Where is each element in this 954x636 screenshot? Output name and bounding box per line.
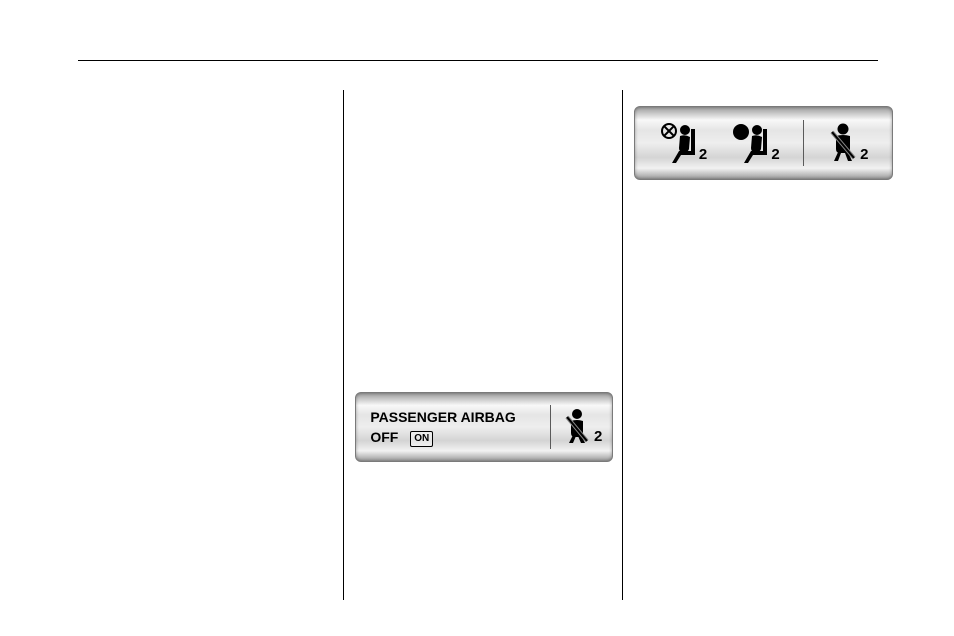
seatbelt-cell: 2 [827, 121, 868, 165]
airbag-off-sub: 2 [699, 146, 707, 163]
manual-page: PASSENGER AIRBAG OFF ON [0, 0, 954, 636]
passenger-airbag-off-label: OFF [370, 429, 398, 445]
passenger-airbag-on-badge: ON [410, 431, 433, 448]
horizontal-rule [78, 60, 878, 61]
panel-divider [550, 405, 551, 449]
seatbelt-sub: 2 [860, 146, 868, 163]
airbag-off-icon [658, 121, 698, 165]
column-2: PASSENGER AIRBAG OFF ON [343, 90, 621, 600]
airbag-off-cell: 2 [658, 121, 707, 165]
passenger-airbag-status-panel: PASSENGER AIRBAG OFF ON [355, 392, 613, 462]
airbag-on-sub: 2 [771, 146, 779, 163]
passenger-airbag-text: PASSENGER AIRBAG OFF ON [356, 401, 548, 454]
airbag-seatbelt-icon-panel: 2 [634, 106, 893, 180]
columns-container: PASSENGER AIRBAG OFF ON [78, 90, 878, 600]
passenger-airbag-line1: PASSENGER AIRBAG [370, 409, 515, 425]
column-1 [78, 90, 343, 600]
seatbelt-icon [561, 407, 593, 447]
seatbelt-sub: 2 [594, 428, 602, 445]
panel-divider [803, 120, 804, 166]
seatbelt-reminder-cell: 2 [561, 407, 612, 447]
seatbelt-icon [827, 121, 859, 165]
airbag-on-cell: 2 [730, 121, 779, 165]
column-3: 2 [622, 90, 878, 600]
airbag-on-icon [730, 121, 770, 165]
